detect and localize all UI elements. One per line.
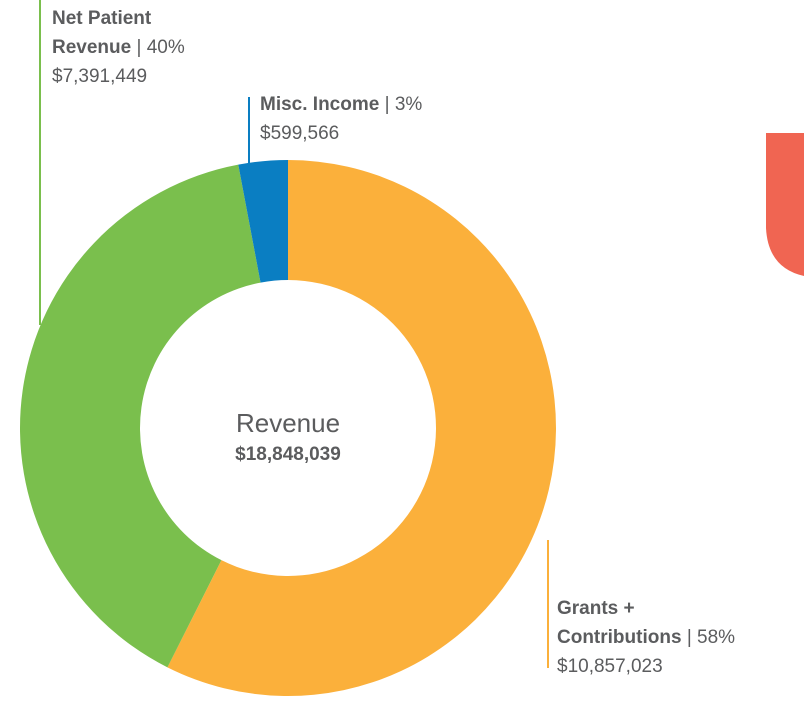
wedge [167,160,557,697]
separator: | [136,37,142,58]
amount-label: $10,857,023 [557,656,663,677]
wedge [238,160,288,283]
amount-label: $7,391,449 [52,66,148,87]
label-line: Net Patient Revenue | 40% [52,4,202,62]
share: | 58% [687,627,735,648]
category-name: Misc. Income [260,94,380,115]
value-label: 40% [146,37,185,58]
slice-label: Net Patient Revenue | 40% $7,391,449 [52,4,202,91]
share: | 3% [385,94,423,115]
label-line: Grants + Contributions | 58% [557,594,757,652]
share: | 40% [136,37,184,58]
decor-shape [766,133,804,276]
separator: | [384,94,390,115]
value-label: 3% [394,94,423,115]
separator: | [686,627,692,648]
total-label: $18,848,039 [235,444,341,465]
category-name: Net Patient Revenue [52,8,152,58]
slice-label: Misc. Income | 3% $599,566 [260,90,510,148]
category-name: Grants + Contributions [557,598,682,648]
amount-label: $599,566 [260,123,340,144]
center-label: Revenue [235,408,341,438]
wedge [20,164,261,668]
slice-label: Grants + Contributions | 58% $10,857,023 [557,594,757,681]
label-line: Misc. Income | 3% [260,90,510,119]
value-label: 58% [697,627,736,648]
